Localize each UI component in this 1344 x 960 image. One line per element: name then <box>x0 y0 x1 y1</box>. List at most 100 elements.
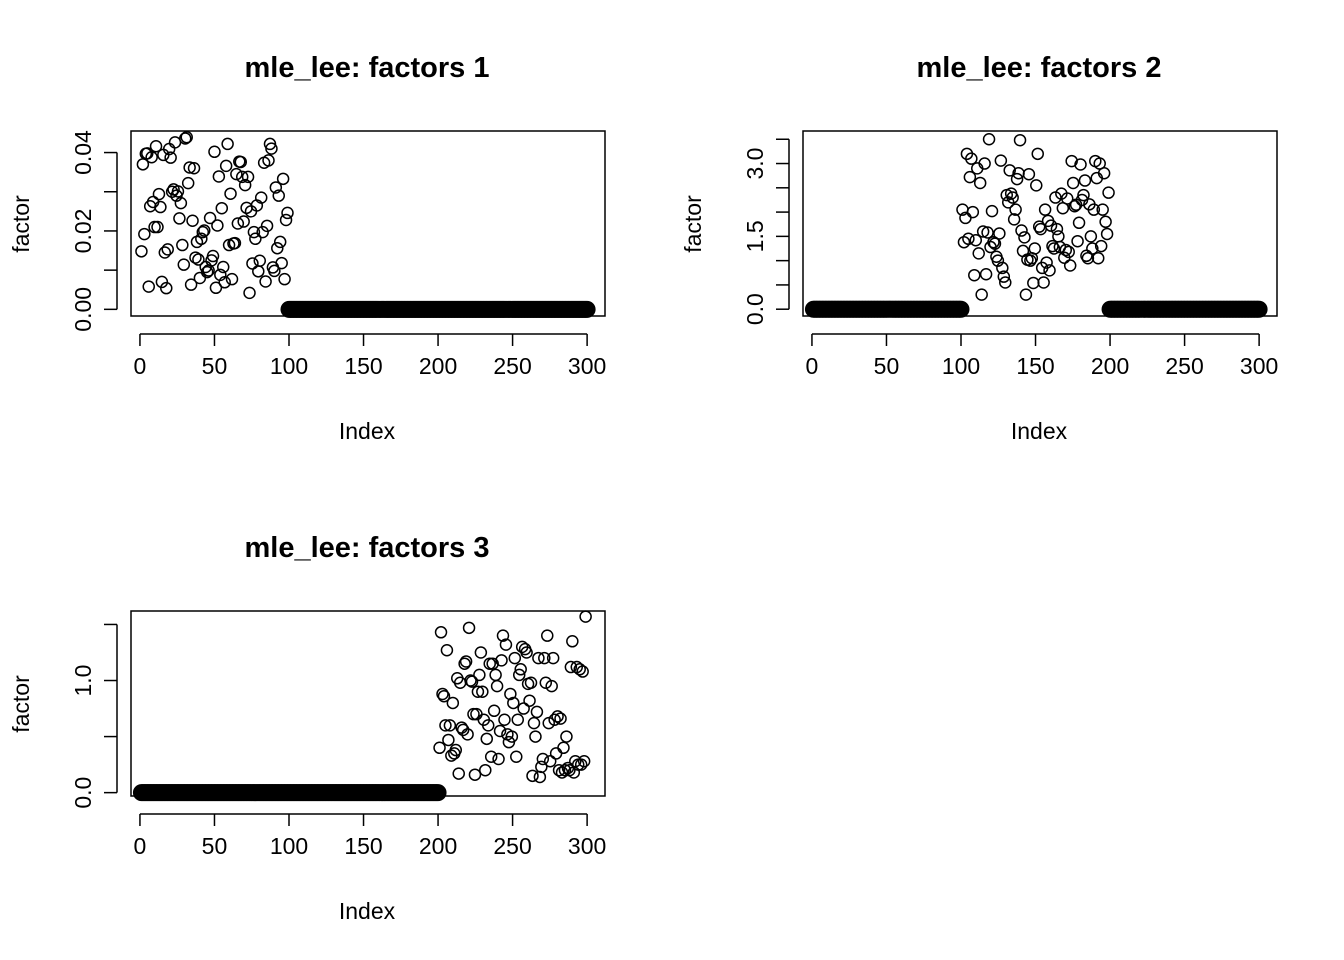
data-point <box>225 272 239 286</box>
data-point <box>171 185 185 198</box>
data-point <box>546 651 560 665</box>
data-point <box>1078 174 1092 187</box>
x-axis-label: Index <box>1011 418 1068 444</box>
data-point <box>993 227 1006 240</box>
data-point <box>271 241 284 255</box>
data-point <box>1050 222 1064 236</box>
data-point <box>459 655 473 668</box>
data-point <box>576 665 589 678</box>
data-point <box>468 768 482 781</box>
data-point <box>523 694 536 707</box>
data-point <box>234 155 248 169</box>
data-point <box>262 154 275 167</box>
data-point <box>579 610 592 623</box>
data-point <box>211 219 224 232</box>
data-point <box>1015 224 1028 237</box>
x-tick-label: 250 <box>493 353 531 379</box>
data-point <box>541 629 554 642</box>
data-point <box>526 769 539 783</box>
data-point <box>551 710 564 723</box>
data-point <box>512 668 526 682</box>
data-point <box>151 220 164 234</box>
data-point <box>203 211 217 225</box>
data-point <box>558 763 572 777</box>
data-point <box>218 276 231 289</box>
data-point <box>160 281 173 295</box>
data-point <box>536 752 550 766</box>
data-point <box>186 214 199 228</box>
data-point <box>275 256 288 270</box>
data-point <box>474 646 488 659</box>
data-point <box>1007 213 1021 226</box>
data-point <box>545 679 558 693</box>
data-point <box>1068 200 1081 213</box>
data-point <box>496 629 510 642</box>
data-point <box>1040 256 1053 269</box>
data-point <box>1091 251 1105 265</box>
data-point <box>173 212 186 225</box>
data-point <box>484 750 498 764</box>
panel-factors-3: mle_lee: factors 3 Index factor 0 50 100 15… <box>8 532 606 924</box>
data-point <box>458 657 471 670</box>
data-point <box>243 286 256 300</box>
points <box>804 133 1268 318</box>
x-axis-label: Index <box>339 418 396 444</box>
data-point <box>549 747 563 760</box>
data-point <box>269 181 283 194</box>
data-point <box>530 705 544 719</box>
y-tick-label: 1.5 <box>742 220 768 252</box>
data-point <box>276 172 290 186</box>
x-tick-label: 150 <box>1016 353 1054 379</box>
data-point <box>962 232 975 246</box>
data-point <box>253 254 267 267</box>
data-point <box>192 253 205 266</box>
data-point <box>181 176 195 190</box>
data-point <box>988 237 1002 250</box>
y-axis-label: factor <box>8 675 34 733</box>
data-point <box>471 685 485 698</box>
data-point <box>254 191 268 204</box>
data-point <box>434 626 448 639</box>
data-point <box>1100 227 1114 241</box>
data-point <box>1094 239 1108 253</box>
data-point <box>180 131 193 144</box>
data-point <box>256 225 269 239</box>
data-point <box>564 660 578 674</box>
data-point <box>461 728 474 741</box>
data-point <box>999 276 1012 289</box>
data-point <box>997 270 1011 283</box>
y-tick-label: 3.0 <box>742 148 768 180</box>
data-point <box>1087 203 1101 216</box>
y-tick-label: 0.00 <box>70 287 96 332</box>
data-point <box>978 157 991 170</box>
data-point <box>230 167 243 181</box>
axis-ticks: 0 50 100 150 200 250 300 0.0 1.0 <box>70 623 606 859</box>
data-point <box>566 635 579 648</box>
data-point <box>209 281 223 295</box>
data-point <box>577 754 591 768</box>
data-point <box>161 243 174 256</box>
data-point <box>155 275 169 289</box>
data-point <box>235 170 249 184</box>
data-point <box>965 152 978 165</box>
data-point <box>1031 147 1044 161</box>
data-point <box>1013 133 1027 147</box>
data-point <box>446 696 460 710</box>
data-point <box>197 224 211 237</box>
y-axis-label: factor <box>8 195 34 253</box>
axis-ticks: 0 50 100 150 200 250 300 0.0 1.5 3.0 <box>742 138 1278 379</box>
data-point <box>1047 242 1061 255</box>
y-tick-label: 0.02 <box>70 209 96 254</box>
axis-ticks: 0 50 100 150 200 250 300 0.00 0.02 0.04 <box>70 130 606 379</box>
data-point <box>164 151 177 164</box>
data-point <box>1086 242 1099 255</box>
data-point <box>554 712 567 725</box>
data-point <box>1062 245 1075 259</box>
x-axis-label: Index <box>339 898 396 924</box>
x-tick-label: 0 <box>134 833 147 859</box>
data-point <box>135 245 148 258</box>
data-point <box>548 713 561 727</box>
data-point <box>278 272 291 286</box>
y-axis-label: factor <box>680 195 706 253</box>
panel-title: mle_lee: factors 2 <box>916 52 1161 84</box>
